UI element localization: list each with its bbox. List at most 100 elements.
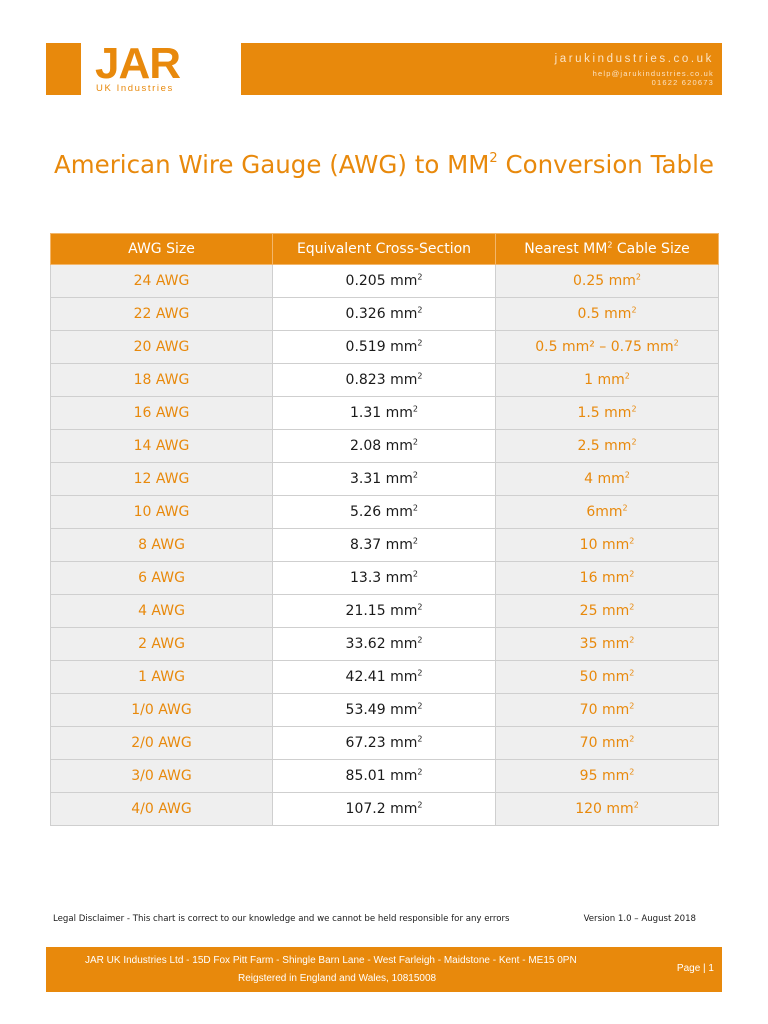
nearest-cable-cell: 70 mm2 bbox=[495, 693, 719, 727]
equivalent-cell: 0.519 mm2 bbox=[272, 330, 496, 364]
table-row: 22 AWG 0.326 mm2 0.5 mm2 bbox=[50, 297, 719, 331]
unit-label: mm bbox=[385, 669, 418, 685]
table-row: 4/0 AWG 107.2 mm2 120 mm2 bbox=[50, 792, 719, 826]
table-row: 2 AWG 33.62 mm2 35 mm2 bbox=[50, 627, 719, 661]
unit-label: mm bbox=[599, 306, 632, 322]
equivalent-value: 5.26 bbox=[350, 504, 382, 520]
awg-size-cell: 1 AWG bbox=[50, 660, 273, 694]
unit-superscript: 2 bbox=[417, 800, 423, 810]
unit-superscript: 2 bbox=[412, 536, 418, 546]
awg-size-cell: 2 AWG bbox=[50, 627, 273, 661]
equivalent-cell: 1.31 mm2 bbox=[272, 396, 496, 430]
equivalent-cell: 3.31 mm2 bbox=[272, 462, 496, 496]
unit-label: mm bbox=[593, 471, 625, 487]
table-row: 24 AWG 0.205 mm2 0.25 mm2 bbox=[50, 264, 719, 298]
nearest-cable-cell: 25 mm2 bbox=[495, 594, 719, 628]
cable-value: 25 bbox=[579, 603, 598, 619]
nearest-cable-cell: 50 mm2 bbox=[495, 660, 719, 694]
unit-label: mm bbox=[385, 702, 418, 718]
cable-value: 2.5 bbox=[577, 438, 600, 454]
unit-label: mm bbox=[381, 471, 413, 487]
cable-value: 70 bbox=[579, 702, 598, 718]
awg-size-cell: 10 AWG bbox=[50, 495, 273, 529]
unit-superscript: 2 bbox=[417, 701, 423, 711]
header-cable-prefix: Nearest MM bbox=[524, 241, 608, 257]
awg-size-cell: 8 AWG bbox=[50, 528, 273, 562]
logo-wordmark: JAR bbox=[95, 39, 181, 88]
equivalent-value: 0.519 bbox=[345, 339, 386, 355]
header-cable-suffix: Cable Size bbox=[612, 241, 690, 257]
equivalent-cell: 53.49 mm2 bbox=[272, 693, 496, 727]
nearest-cable-cell: 1.5 mm2 bbox=[495, 396, 719, 430]
cable-value: 10 bbox=[579, 537, 598, 553]
equivalent-value: 42.41 bbox=[345, 669, 386, 685]
unit-superscript: 2 bbox=[412, 503, 418, 513]
table-row: 8 AWG 8.37 mm2 10 mm2 bbox=[50, 528, 719, 562]
equivalent-value: 85.01 bbox=[345, 768, 386, 784]
cable-value: 0.5 mm² – 0.75 bbox=[535, 339, 642, 355]
nearest-cable-cell: 0.5 mm² – 0.75 mm2 bbox=[495, 330, 719, 364]
equivalent-value: 21.15 bbox=[345, 603, 386, 619]
unit-label: mm bbox=[385, 306, 418, 322]
equivalent-value: 8.37 bbox=[350, 537, 382, 553]
unit-label: mm bbox=[597, 702, 630, 718]
unit-label: mm bbox=[595, 504, 623, 520]
unit-superscript: 2 bbox=[417, 305, 423, 315]
phone-text: 01622 620673 bbox=[651, 78, 714, 87]
unit-label: mm bbox=[604, 273, 636, 289]
website-text: jarukindustries.co.uk bbox=[554, 53, 714, 65]
table-row: 4 AWG 21.15 mm2 25 mm2 bbox=[50, 594, 719, 628]
unit-label: mm bbox=[385, 636, 418, 652]
email-text: help@jarukindustries.co.uk bbox=[592, 69, 714, 78]
nearest-cable-cell: 10 mm2 bbox=[495, 528, 719, 562]
unit-label: mm bbox=[385, 372, 418, 388]
equivalent-value: 107.2 bbox=[345, 801, 386, 817]
equivalent-cell: 42.41 mm2 bbox=[272, 660, 496, 694]
page-footer: JAR UK Industries Ltd - 15D Fox Pitt Far… bbox=[46, 947, 722, 992]
unit-superscript: 2 bbox=[412, 437, 418, 447]
header-equivalent-cross-section: Equivalent Cross-Section bbox=[272, 233, 496, 265]
unit-label: mm bbox=[597, 537, 630, 553]
unit-label: mm bbox=[381, 537, 413, 553]
page-number: Page | 1 bbox=[676, 963, 714, 974]
unit-superscript: 2 bbox=[417, 602, 423, 612]
equivalent-cell: 21.15 mm2 bbox=[272, 594, 496, 628]
awg-size-cell: 24 AWG bbox=[50, 264, 273, 298]
footer-address: JAR UK Industries Ltd - 15D Fox Pitt Far… bbox=[85, 955, 577, 966]
footer-registration: Reigstered in England and Wales, 1081500… bbox=[238, 973, 437, 984]
unit-superscript: 2 bbox=[629, 635, 635, 645]
title-superscript: 2 bbox=[489, 150, 498, 166]
unit-superscript: 2 bbox=[412, 470, 418, 480]
unit-superscript: 2 bbox=[673, 338, 679, 348]
equivalent-value: 3.31 bbox=[350, 471, 382, 487]
header-awg-size: AWG Size bbox=[50, 233, 273, 265]
awg-size-cell: 22 AWG bbox=[50, 297, 273, 331]
table-header-row: AWG Size Equivalent Cross-Section Neares… bbox=[50, 233, 719, 265]
logo-subtitle: UK Industries bbox=[96, 83, 174, 94]
unit-label: mm bbox=[597, 570, 630, 586]
unit-label: mm bbox=[599, 438, 632, 454]
nearest-cable-cell: 95 mm2 bbox=[495, 759, 719, 793]
equivalent-cell: 2.08 mm2 bbox=[272, 429, 496, 463]
unit-superscript: 2 bbox=[629, 734, 635, 744]
cable-value: 1 bbox=[584, 372, 594, 388]
equivalent-value: 67.23 bbox=[345, 735, 386, 751]
unit-label: mm bbox=[385, 768, 418, 784]
nearest-cable-cell: 1 mm2 bbox=[495, 363, 719, 397]
awg-size-cell: 4 AWG bbox=[50, 594, 273, 628]
awg-size-cell: 12 AWG bbox=[50, 462, 273, 496]
unit-superscript: 2 bbox=[635, 272, 641, 282]
table-row: 20 AWG 0.519 mm2 0.5 mm² – 0.75 mm2 bbox=[50, 330, 719, 364]
unit-superscript: 2 bbox=[417, 734, 423, 744]
cable-value: 0.5 bbox=[577, 306, 600, 322]
equivalent-value: 33.62 bbox=[345, 636, 386, 652]
header-cable-superscript: 2 bbox=[607, 240, 613, 250]
unit-superscript: 2 bbox=[624, 470, 630, 480]
table-row: 14 AWG 2.08 mm2 2.5 mm2 bbox=[50, 429, 719, 463]
page-header: JAR UK Industries jarukindustries.co.uk … bbox=[46, 39, 722, 95]
equivalent-cell: 0.326 mm2 bbox=[272, 297, 496, 331]
nearest-cable-cell: 120 mm2 bbox=[495, 792, 719, 826]
equivalent-cell: 85.01 mm2 bbox=[272, 759, 496, 793]
equivalent-cell: 13.3 mm2 bbox=[272, 561, 496, 595]
table-row: 16 AWG 1.31 mm2 1.5 mm2 bbox=[50, 396, 719, 430]
